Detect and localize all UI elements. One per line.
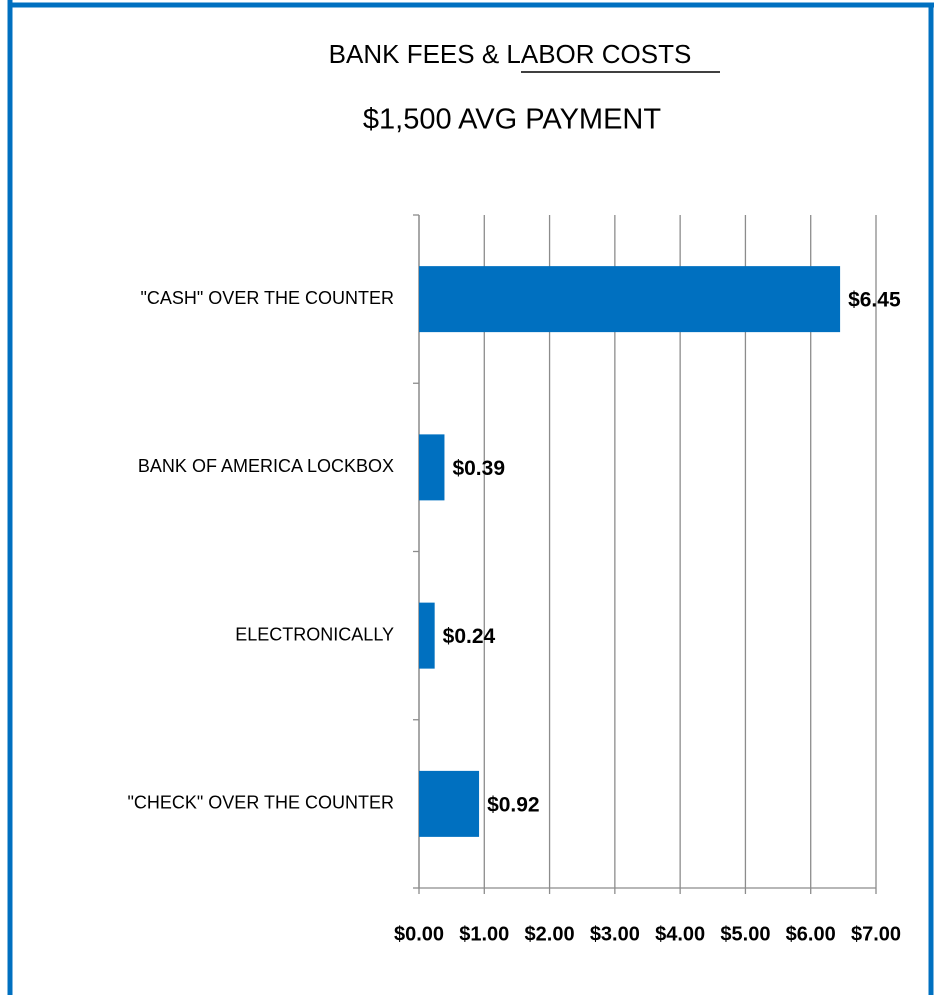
y-tick-label: "CASH" OVER THE COUNTER: [141, 288, 394, 308]
x-tick-label: $2.00: [525, 923, 575, 945]
x-tick-label: $3.00: [590, 923, 640, 945]
bar: [419, 770, 480, 837]
x-tick-label: $1.00: [459, 923, 509, 945]
x-tick-label: $4.00: [655, 923, 705, 945]
value-label: $0.92: [487, 793, 540, 816]
y-tick-label: "CHECK" OVER THE COUNTER: [128, 793, 394, 813]
bar: [419, 266, 841, 333]
bar: [419, 602, 435, 669]
chart-title: BANK FEES & LABOR COSTS: [329, 39, 692, 69]
value-label: $0.39: [452, 457, 505, 480]
x-tick-label: $6.00: [786, 923, 836, 945]
y-tick-label: ELECTRONICALLY: [235, 624, 394, 644]
value-label: $6.45: [848, 289, 901, 312]
bar: [419, 434, 445, 501]
x-tick-label: $0.00: [394, 923, 444, 945]
x-tick-label: $7.00: [851, 923, 901, 945]
chart-subtitle: $1,500 AVG PAYMENT: [363, 104, 661, 136]
x-tick-label: $5.00: [720, 923, 770, 945]
value-label: $0.24: [443, 625, 496, 648]
y-tick-label: BANK OF AMERICA LOCKBOX: [138, 456, 394, 476]
